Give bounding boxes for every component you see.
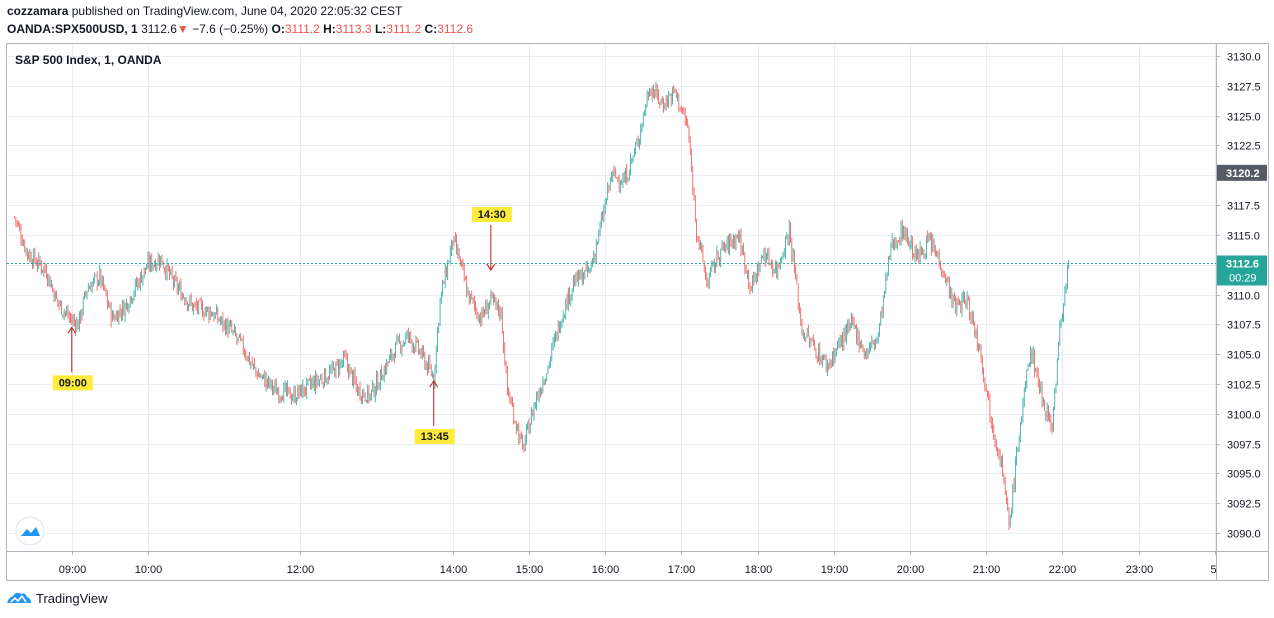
publish-info: cozzamara published on TradingView.com, …	[7, 4, 402, 18]
arrow-up-icon	[429, 380, 439, 388]
y-tick-label: 3090.0	[1227, 529, 1261, 541]
y-tick-label: 3125.0	[1227, 112, 1261, 124]
y-tick-label: 3105.0	[1227, 350, 1261, 362]
marker-label-bg	[52, 375, 93, 391]
marker-label-bg	[414, 429, 455, 445]
y-tick-label: 3117.5	[1227, 201, 1260, 213]
prev-close-badge-bg	[1217, 164, 1267, 181]
grid	[7, 44, 1216, 551]
publisher-name[interactable]: cozzamara	[7, 4, 69, 18]
y-tick-label: 3115.0	[1227, 231, 1260, 243]
candles	[14, 81, 1070, 531]
price-axis[interactable]: 3130.03127.53125.03122.53120.03117.53115…	[1216, 52, 1261, 541]
y-tick-label: 3107.5	[1227, 320, 1261, 332]
y-tick-label: 3102.5	[1227, 380, 1261, 392]
footer: TradingView	[6, 590, 108, 606]
last-price: 3112.6	[141, 22, 177, 36]
annotations: 09:00 13:45 14:30	[52, 207, 512, 445]
price-change: −7.6 (−0.25%)	[192, 22, 269, 36]
high-value: 3113.3	[335, 22, 372, 36]
x-tick-label: 12:00	[287, 564, 315, 576]
x-tick-label: 09:00	[59, 564, 87, 576]
x-tick-label: 22:00	[1049, 564, 1077, 576]
x-tick-label: 14:00	[440, 564, 468, 576]
x-tick-label: 17:00	[668, 564, 696, 576]
y-tick-label: 3100.0	[1227, 410, 1261, 422]
chart-frame	[6, 43, 1269, 581]
x-tick-label: 23:00	[1126, 564, 1154, 576]
x-tick-label: 19:00	[821, 564, 849, 576]
low-value: 3111.2	[386, 22, 422, 36]
y-tick-label: 3097.5	[1227, 440, 1261, 452]
marker-label: 09:00	[59, 377, 87, 389]
last-price-badge-bg	[1217, 255, 1267, 286]
x-tick-label: 10:00	[135, 564, 163, 576]
x-tick-label: 21:00	[973, 564, 1001, 576]
marker-label: 13:45	[421, 431, 449, 443]
price-badges: 3120.2 3112.6 00:29	[1217, 164, 1267, 286]
y-tick-label: 3110.0	[1227, 291, 1260, 303]
y-tick-label: 3122.5	[1227, 141, 1261, 153]
change-arrow-icon: ▼	[176, 22, 189, 36]
chart-title: S&P 500 Index, 1, OANDA	[15, 53, 162, 67]
last-price-badge: 3112.6	[1226, 259, 1259, 271]
y-tick-label: 3130.0	[1227, 52, 1261, 64]
countdown-badge: 00:29	[1229, 273, 1257, 285]
x-tick-label: 5	[1210, 564, 1216, 576]
open-value: 3111.2	[284, 22, 320, 36]
x-tick-label: 16:00	[592, 564, 620, 576]
symbol-label: OANDA:SPX500USD, 1	[7, 22, 138, 36]
open-label: O:	[271, 22, 285, 36]
marker-label: 14:30	[478, 209, 506, 221]
time-axis[interactable]: 09:00 10:00 12:00 14:00 15:00 16:00 17:00 18:00…	[59, 551, 1217, 576]
marker-label-bg	[471, 207, 512, 223]
tradingview-brand[interactable]: TradingView	[36, 590, 108, 606]
y-tick-label: 3095.0	[1227, 469, 1261, 481]
arrow-up-icon	[67, 326, 77, 334]
x-tick-label: 18:00	[745, 564, 773, 576]
x-tick-label: 15:00	[516, 564, 544, 576]
tradingview-chart-logo-icon[interactable]	[15, 516, 45, 546]
x-tick-label: 20:00	[897, 564, 925, 576]
arrow-down-icon	[486, 263, 496, 271]
prev-close-badge: 3120.2	[1226, 168, 1260, 180]
y-tick-label: 3092.5	[1227, 499, 1261, 511]
published-text: published on TradingView.com, June 04, 2…	[71, 4, 403, 18]
y-tick-label: 3127.5	[1227, 82, 1261, 94]
close-value: 3112.6	[437, 22, 474, 36]
low-label: L:	[374, 22, 387, 36]
close-label: C:	[424, 22, 438, 36]
high-label: H:	[323, 22, 336, 36]
ohlc-legend: OANDA:SPX500USD, 1 3112.6▼ −7.6 (−0.25%)…	[7, 22, 473, 36]
tradingview-logo-icon[interactable]	[6, 590, 32, 606]
